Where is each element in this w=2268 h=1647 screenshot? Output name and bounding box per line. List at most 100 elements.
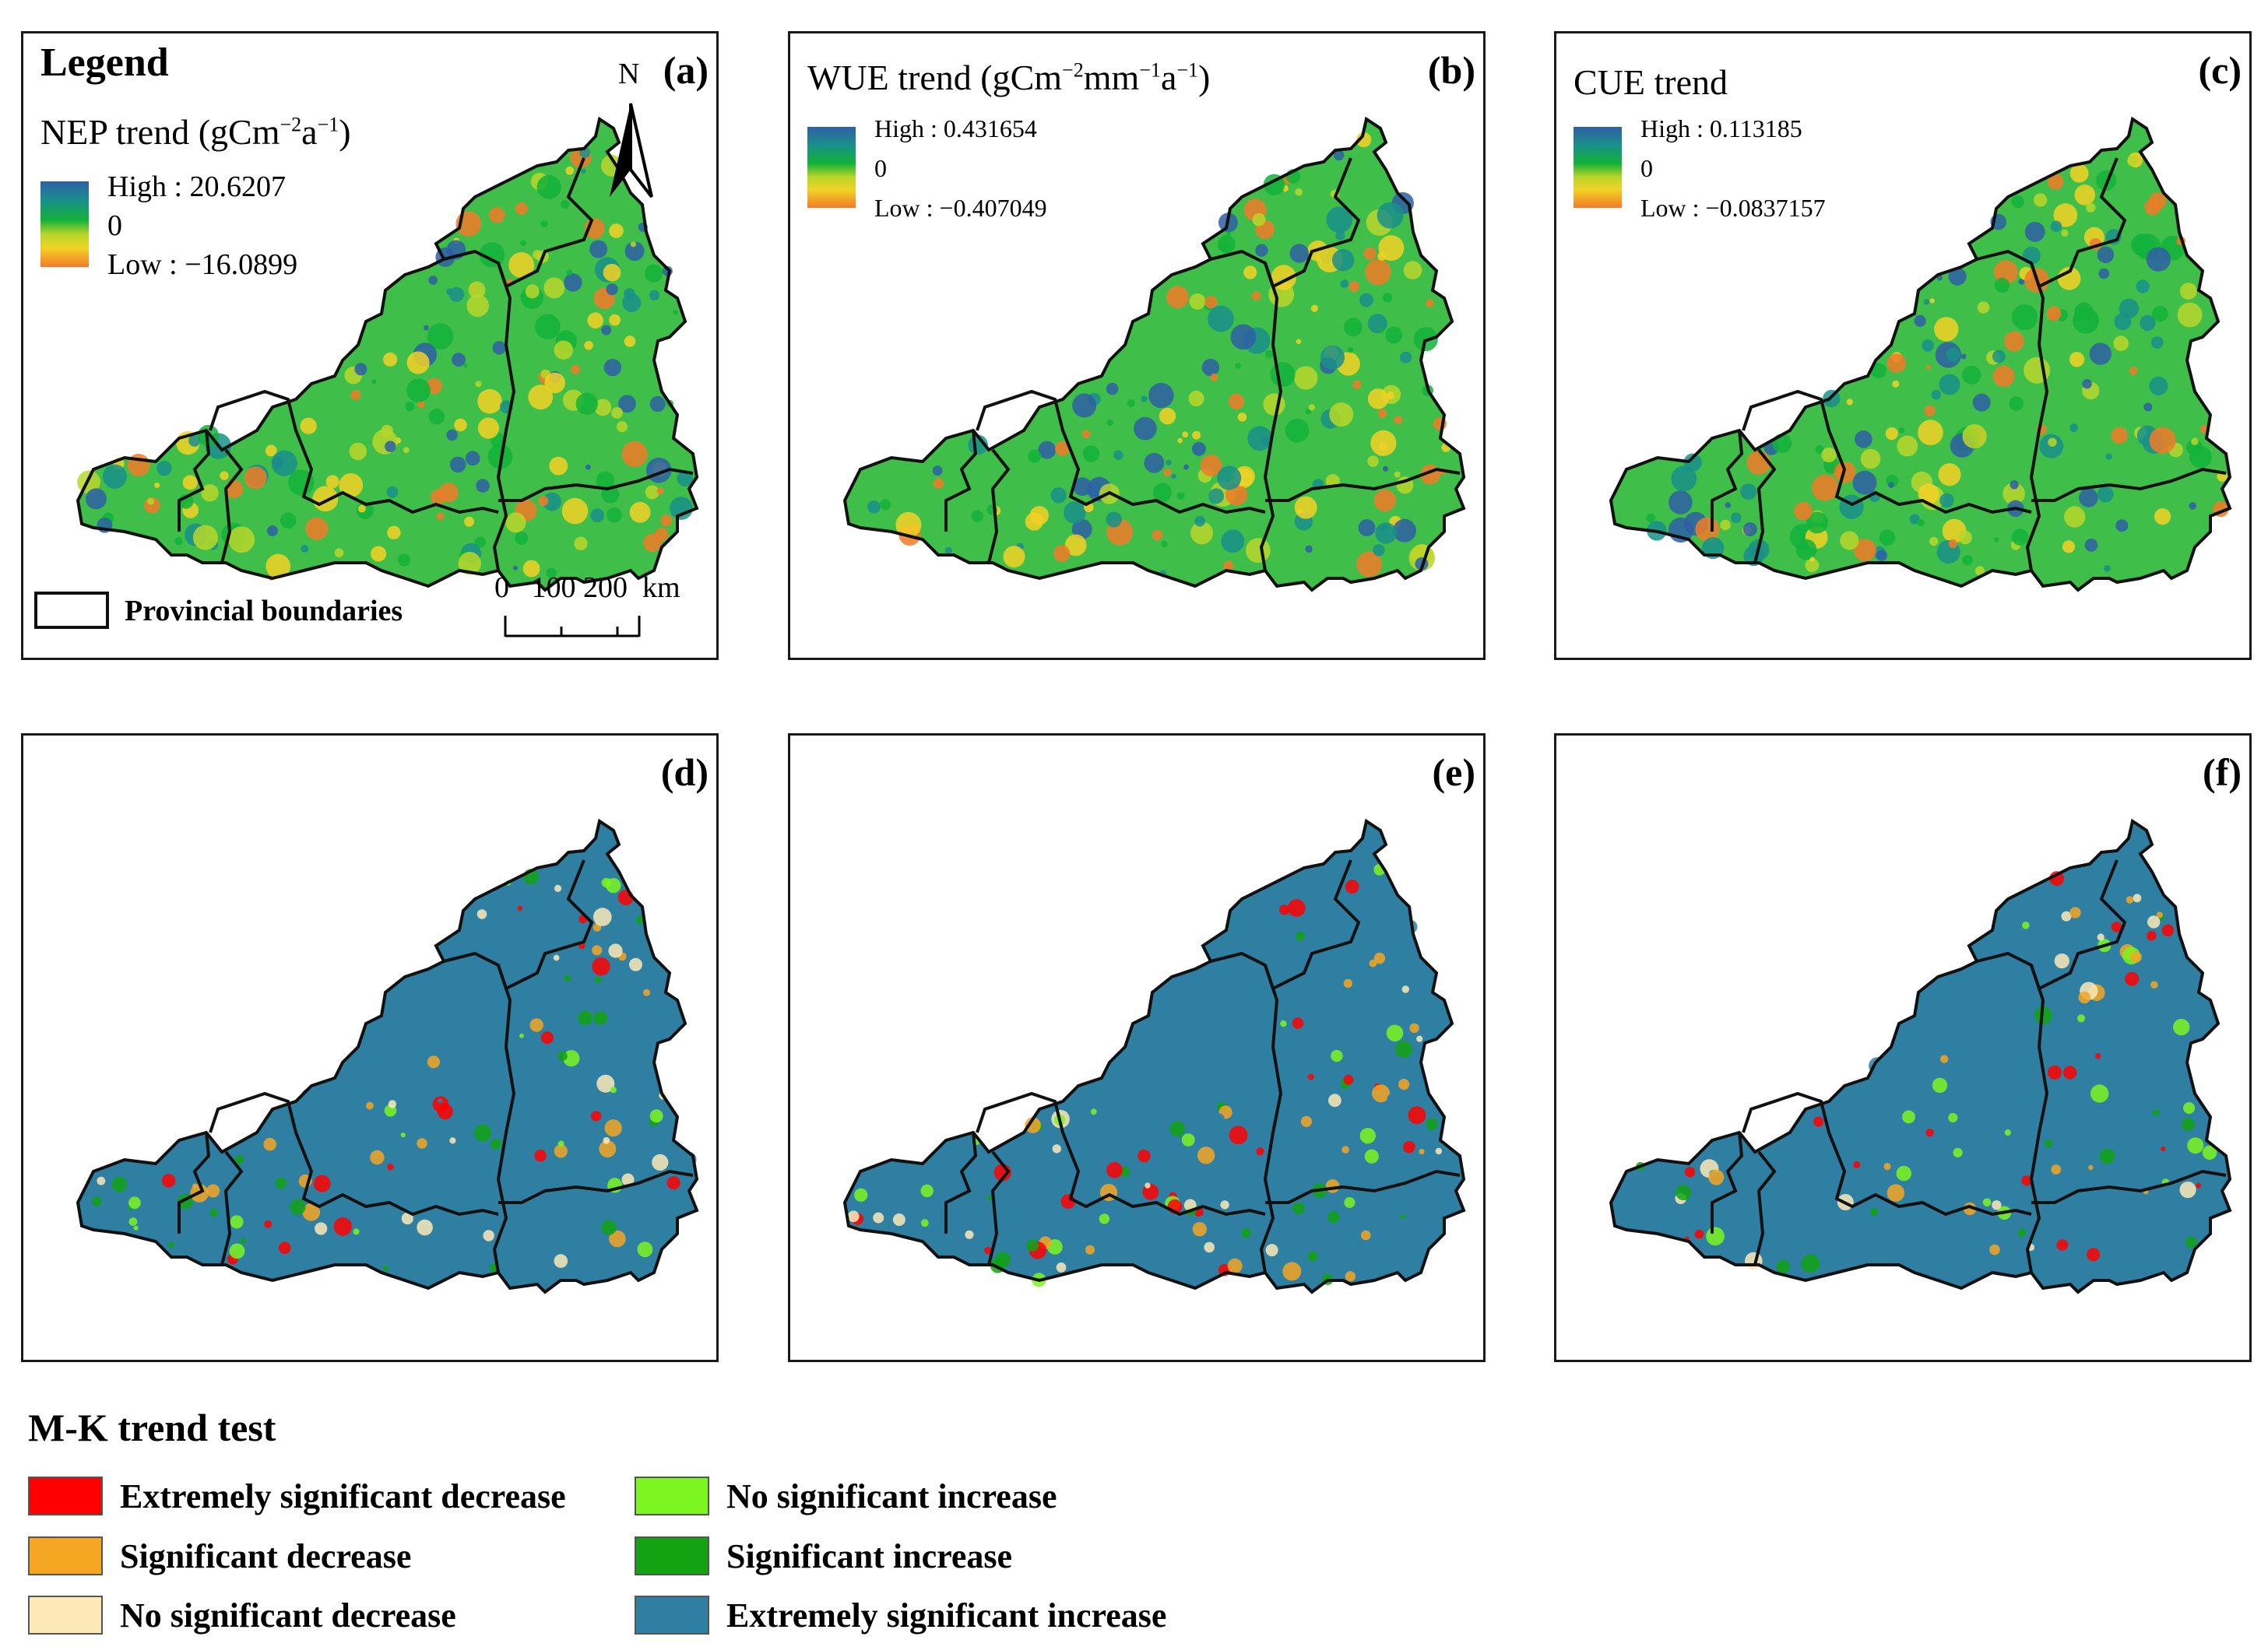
provincial-boundary-line	[1210, 859, 1361, 991]
wue-zero-label: 0	[874, 154, 887, 182]
provincial-boundary-line	[1711, 430, 1744, 532]
mk-legend-label: No significant increase	[726, 1477, 1057, 1515]
mk-legend-label: Significant decrease	[120, 1536, 412, 1575]
panel-label-e: (e)	[1432, 750, 1476, 794]
provincial-boundary-line	[2031, 1169, 2227, 1204]
nep-high-label: High : 20.6207	[107, 170, 287, 203]
wue-low-label: Low : −0.407049	[874, 194, 1047, 222]
raster-patches	[1631, 871, 2217, 1273]
map-panel-f: (f)	[1554, 733, 2252, 1362]
panel-label-b: (b)	[1427, 48, 1475, 92]
provincial-boundary-line	[1742, 1091, 2032, 1217]
mk-legend-label: Significant increase	[726, 1536, 1013, 1575]
provincial-boundary-line	[498, 467, 694, 502]
scale-bar	[504, 616, 641, 637]
wue-trend-title: WUE trend (gCm−2mm−1a−1)	[807, 58, 1211, 97]
study-area-outline	[842, 116, 1466, 592]
north-arrow-icon	[610, 103, 653, 198]
provincial-boundary-line	[1259, 964, 1283, 1273]
provincial-boundary-line	[492, 262, 516, 571]
mk-legend-swatch	[28, 1596, 103, 1635]
provincial-boundary-line	[220, 1150, 244, 1266]
study-area-outline	[76, 116, 699, 592]
mk-legend-label: No significant decrease	[120, 1596, 456, 1635]
study-area-region	[1611, 821, 2230, 1292]
mk-legend-swatch	[635, 1536, 709, 1575]
mk-legend-swatch	[28, 1477, 103, 1515]
provincial-boundary-line	[1259, 262, 1283, 571]
nep-mk-test-map	[76, 818, 699, 1294]
provincial-boundary-line	[1753, 1150, 1777, 1266]
mk-legend-item: Extremely significant decrease	[28, 1475, 566, 1517]
wue-trend-map	[842, 116, 1466, 592]
cue-zero-label: 0	[1640, 154, 1653, 182]
provincial-boundary-line	[1753, 448, 1777, 564]
study-area-outline	[842, 818, 1466, 1294]
scale-bar-label: 0 100 200 km	[494, 571, 680, 604]
legend-title: Legend	[40, 40, 169, 85]
wue-color-ramp	[807, 127, 856, 208]
cue-trend-title: CUE trend	[1574, 62, 1728, 102]
provincial-boundary-line	[1976, 157, 2127, 289]
provincial-boundary-swatch	[34, 592, 109, 629]
study-area-region	[845, 119, 1464, 590]
cue-trend-map	[1609, 116, 2232, 592]
provincial-boundary-line	[976, 1091, 1266, 1217]
panel-label-c: (c)	[2198, 48, 2242, 92]
provincial-boundary-line	[1742, 389, 2032, 514]
provincial-boundary-line	[2025, 262, 2049, 571]
mk-legend-label: Extremely significant decrease	[120, 1477, 566, 1515]
provincial-boundary-line	[498, 1169, 694, 1204]
provincial-boundary-line	[178, 1132, 211, 1234]
cue-low-label: Low : −0.0837157	[1640, 194, 1826, 222]
mk-legend-title: M-K trend test	[28, 1406, 276, 1449]
map-panel-a: (a) Legend NEP trend (gCm−2a−1) High : 2…	[21, 31, 719, 660]
study-area-outline	[1609, 116, 2232, 592]
wue-high-label: High : 0.431654	[874, 114, 1037, 142]
north-label: N	[618, 58, 640, 90]
provincial-boundary-line	[443, 859, 594, 991]
provincial-boundary-line	[1711, 1132, 1744, 1234]
provincial-boundary-line	[944, 430, 978, 532]
study-area-region	[78, 821, 697, 1292]
raster-patches	[1646, 152, 2229, 576]
study-area-outline	[76, 818, 699, 1294]
nep-color-ramp	[40, 181, 89, 267]
provincial-boundary-line	[987, 448, 1011, 564]
mk-legend-item: Significant increase	[635, 1535, 1012, 1577]
nep-trend-title: NEP trend (gCm−2a−1)	[40, 112, 351, 152]
provincial-boundary-line	[2031, 467, 2227, 502]
provincial-boundary-line	[1265, 467, 1461, 502]
provincial-boundary-line	[987, 1150, 1011, 1266]
provincial-boundary-line	[492, 964, 516, 1273]
map-panel-b: (b) WUE trend (gCm−2mm−1a−1) High : 0.43…	[788, 31, 1486, 660]
mk-legend-swatch	[635, 1596, 709, 1635]
provincial-boundary-line	[2025, 964, 2049, 1273]
provincial-boundary-label: Provincial boundaries	[125, 595, 403, 627]
raster-patches	[77, 146, 694, 581]
panel-label-f: (f)	[2203, 750, 2242, 794]
provincial-boundary-line	[1976, 859, 2127, 991]
provincial-boundary-line	[976, 389, 1266, 514]
cue-color-ramp	[1574, 127, 1622, 208]
cue-mk-test-map	[1609, 818, 2232, 1294]
provincial-boundary-line	[178, 430, 211, 532]
study-area-outline	[1609, 818, 2232, 1294]
provincial-boundary-line	[209, 389, 499, 514]
map-panel-c: (c) CUE trend High : 0.113185 0 Low : −0…	[1554, 31, 2252, 660]
mk-legend-label: Extremely significant increase	[726, 1596, 1167, 1635]
provincial-boundary-line	[443, 157, 594, 289]
provincial-boundary-line	[1210, 157, 1361, 289]
panel-label-d: (d)	[660, 750, 709, 794]
mk-legend-swatch	[635, 1477, 709, 1515]
provincial-boundary-line	[944, 1132, 978, 1234]
map-panel-e: (e)	[788, 733, 1486, 1362]
nep-trend-map	[76, 116, 699, 592]
provincial-boundary-line	[220, 448, 244, 564]
provincial-boundary-line	[209, 1091, 499, 1217]
nep-zero-label: 0	[107, 209, 122, 242]
map-panel-d: (d)	[21, 733, 719, 1362]
mk-legend-item: No significant increase	[635, 1475, 1057, 1517]
mk-legend-swatch	[28, 1536, 103, 1575]
panel-label-a: (a)	[663, 48, 709, 92]
